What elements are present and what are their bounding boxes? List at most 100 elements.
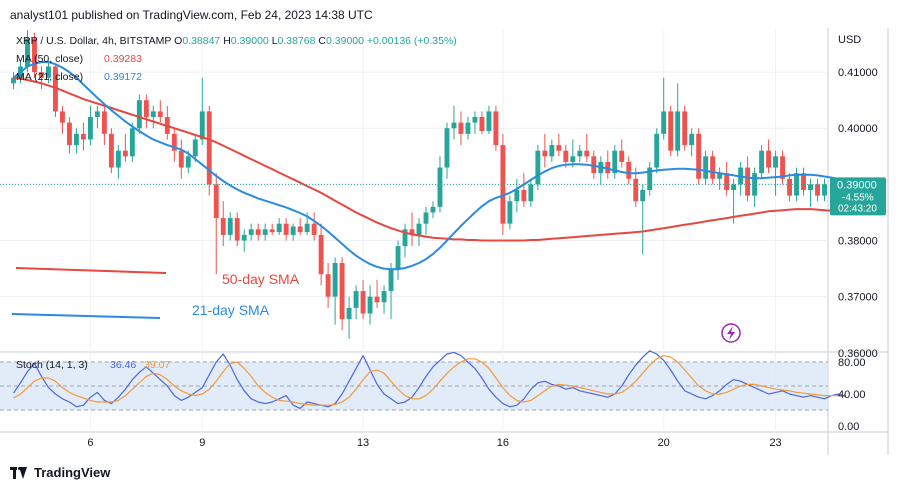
candle-body [262, 229, 268, 235]
candle-body [458, 122, 464, 134]
candle-body [563, 150, 569, 162]
publish-caption: analyst101 published on TradingView.com,… [10, 8, 373, 22]
date-tick-label: 13 [357, 437, 369, 449]
candle-body [773, 156, 779, 168]
candle-body [654, 133, 660, 168]
tradingview-brand[interactable]: TradingView [10, 465, 110, 480]
date-tick-label: 20 [658, 437, 670, 449]
candle-body [689, 133, 695, 146]
candle-body [178, 150, 184, 168]
stoch-d-line [13, 355, 846, 406]
candle-body [451, 122, 457, 129]
candle-body [423, 212, 429, 224]
candle-body [724, 173, 730, 190]
candle-body [325, 274, 331, 297]
candle-body [157, 111, 163, 118]
candle-body [108, 133, 114, 168]
stoch-tick-label: 40.00 [838, 389, 866, 401]
flash-icon-bolt [727, 326, 735, 340]
close-value: 0.39000 [326, 35, 364, 47]
flash-icon [721, 323, 741, 343]
candle-body [794, 173, 799, 196]
candle-body [787, 178, 792, 196]
candle-body [276, 223, 282, 233]
candle-body [752, 173, 758, 196]
candle-body [465, 122, 471, 134]
candle-body [731, 184, 737, 190]
candle-body [556, 145, 562, 151]
date-tick-label: 23 [769, 437, 781, 449]
candle-body [542, 150, 548, 157]
candle-body [479, 117, 485, 132]
last-price-badge [830, 177, 886, 216]
candle-body [521, 190, 527, 202]
candle-body [73, 133, 79, 146]
candle-body [129, 128, 135, 157]
candle-body [801, 173, 806, 190]
candle-body [227, 218, 233, 235]
badge-price: 0.39000 [837, 179, 877, 191]
candle-body [696, 133, 702, 179]
candle-body [192, 139, 198, 157]
candle-body [213, 184, 219, 219]
candle-body [682, 111, 688, 146]
candle-body [710, 156, 716, 179]
candle-body [66, 122, 72, 146]
candle-body [717, 173, 723, 179]
date-tick-label: 16 [497, 437, 509, 449]
open-label: O [174, 35, 182, 47]
brand-name: TradingView [34, 465, 111, 480]
candle-body [94, 111, 100, 118]
candle-body [283, 223, 289, 235]
candle-body [122, 150, 128, 157]
date-tick-label: 9 [199, 437, 205, 449]
candle-body [39, 72, 44, 78]
candle-body [318, 234, 324, 275]
candle-body [11, 77, 16, 84]
candle-body [661, 111, 667, 134]
candle-body [703, 156, 709, 179]
candle-body [32, 38, 37, 73]
candle-body [234, 218, 240, 241]
ma50-legend-label: MA (50, close) [16, 53, 83, 65]
candle-body [171, 133, 177, 151]
candle-body [241, 234, 247, 241]
candle-body [80, 133, 86, 140]
stoch-tick-label: 80.00 [838, 357, 866, 369]
candle-body [633, 178, 639, 202]
candle-body [346, 307, 352, 320]
candle-body [269, 229, 275, 233]
price-axis-panel [828, 28, 888, 458]
candle-body [101, 111, 107, 134]
candle-body [514, 190, 520, 202]
candle-body [402, 229, 408, 247]
price-tick-label: 0.36000 [838, 348, 878, 360]
change-value: +0.00136 (+0.35%) [367, 35, 457, 47]
candle-body [416, 223, 422, 235]
low-label: L [272, 35, 278, 47]
candle-body [304, 223, 310, 233]
candle-body [640, 190, 646, 202]
stoch-k-line [13, 350, 846, 409]
candle-body [290, 226, 296, 235]
sma50-annotation: 50-day SMA [222, 271, 300, 287]
candle-body [577, 150, 583, 157]
candle-body [766, 150, 772, 168]
ma21-legend-value: 0.39172 [104, 71, 142, 83]
date-tick-label: 6 [87, 437, 93, 449]
candle-body [360, 291, 366, 314]
symbol-label: XRP / U.S. Dollar, 4h, BITSTAMP [16, 35, 171, 47]
candle-body [808, 184, 813, 190]
candle-body [46, 66, 51, 78]
ohlc-legend: XRP / U.S. Dollar, 4h, BITSTAMP O0.38847… [16, 35, 457, 47]
candle-body [374, 296, 380, 303]
candle-body [297, 226, 303, 233]
candle-body [430, 206, 436, 213]
candle-body [647, 167, 653, 190]
candle-body [822, 184, 827, 196]
sma50-annotation-line [15, 267, 167, 274]
candle-body [570, 156, 576, 162]
candle-body [549, 145, 555, 157]
candle-body [206, 111, 212, 185]
